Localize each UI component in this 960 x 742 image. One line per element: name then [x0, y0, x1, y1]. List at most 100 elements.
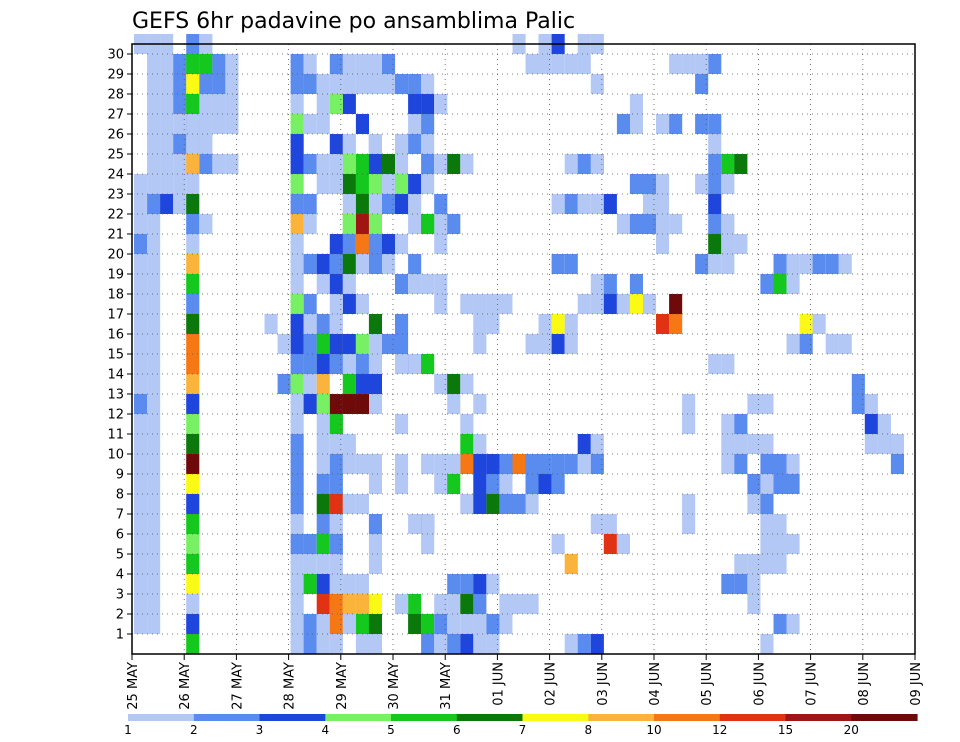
- heatmap-cell: [342, 214, 356, 234]
- heatmap-cell: [355, 74, 369, 94]
- heatmap-cell: [577, 634, 591, 654]
- heatmap-cell: [147, 554, 161, 574]
- heatmap-cell: [721, 154, 735, 174]
- heatmap-cell: [564, 554, 578, 574]
- heatmap-cell: [395, 474, 409, 494]
- heatmap-cell: [316, 534, 330, 554]
- heatmap-cell: [134, 314, 148, 334]
- x-tick-label: 31 MAY: [439, 662, 454, 710]
- heatmap-cell: [342, 94, 356, 114]
- heatmap-cell: [186, 54, 200, 74]
- heatmap-cell: [368, 254, 382, 274]
- heatmap-cell: [643, 194, 657, 214]
- heatmap-cell: [382, 54, 396, 74]
- heatmap-cell: [134, 234, 148, 254]
- heatmap-cell: [721, 454, 735, 474]
- heatmap-cell: [408, 214, 422, 234]
- heatmap-cell: [460, 434, 474, 454]
- heatmap-cell: [212, 154, 226, 174]
- heatmap-cell: [695, 254, 709, 274]
- heatmap-cell: [629, 294, 643, 314]
- heatmap-cell: [460, 494, 474, 514]
- colorbar-swatch: [588, 714, 655, 721]
- heatmap-cell: [577, 294, 591, 314]
- heatmap-cell: [890, 434, 904, 454]
- heatmap-cell: [303, 154, 317, 174]
- heatmap-cell: [421, 354, 435, 374]
- heatmap-cell: [773, 274, 787, 294]
- y-tick-label: 27: [107, 108, 124, 123]
- heatmap-cell: [786, 474, 800, 494]
- y-tick-label: 23: [107, 188, 124, 203]
- heatmap-cell: [434, 234, 448, 254]
- heatmap-cell: [447, 214, 461, 234]
- heatmap-cell: [877, 414, 891, 434]
- heatmap-cell: [342, 74, 356, 94]
- heatmap-cell: [512, 594, 526, 614]
- colorbar-swatch: [851, 714, 918, 721]
- heatmap-cell: [290, 234, 304, 254]
- y-tick-label: 13: [107, 388, 124, 403]
- heatmap-cell: [851, 374, 865, 394]
- heatmap-cell: [773, 614, 787, 634]
- heatmap-cell: [434, 614, 448, 634]
- heatmap-cell: [695, 54, 709, 74]
- heatmap-cell: [368, 74, 382, 94]
- heatmap-cell: [408, 274, 422, 294]
- heatmap-cell: [551, 474, 565, 494]
- heatmap-cell: [303, 294, 317, 314]
- heatmap-cell: [147, 514, 161, 534]
- heatmap-cell: [408, 174, 422, 194]
- heatmap-cell: [329, 134, 343, 154]
- heatmap-cell: [342, 134, 356, 154]
- heatmap-cell: [590, 514, 604, 534]
- heatmap-cell: [368, 454, 382, 474]
- heatmap-cell: [786, 254, 800, 274]
- heatmap-cell: [147, 454, 161, 474]
- heatmap-cell: [838, 254, 852, 274]
- heatmap-cell: [147, 394, 161, 414]
- heatmap-cell: [290, 294, 304, 314]
- heatmap-cell: [290, 54, 304, 74]
- heatmap-cell: [134, 494, 148, 514]
- heatmap-cell: [225, 94, 239, 114]
- heatmap-cell: [329, 334, 343, 354]
- heatmap-cell: [395, 74, 409, 94]
- heatmap-cell: [695, 74, 709, 94]
- heatmap-cell: [212, 114, 226, 134]
- heatmap-cell: [342, 194, 356, 214]
- heatmap-cell: [838, 334, 852, 354]
- x-tick-label: 08 JUN: [857, 662, 872, 706]
- heatmap-cell: [629, 94, 643, 114]
- heatmap-cell: [199, 214, 213, 234]
- heatmap-cell: [355, 574, 369, 594]
- heatmap-cell: [499, 474, 513, 494]
- heatmap-cell: [734, 434, 748, 454]
- heatmap-cell: [186, 174, 200, 194]
- y-tick-label: 6: [116, 528, 124, 543]
- heatmap-cell: [186, 554, 200, 574]
- heatmap-cell: [368, 154, 382, 174]
- heatmap-cell: [734, 234, 748, 254]
- heatmap-cell: [564, 634, 578, 654]
- heatmap-cell: [186, 534, 200, 554]
- heatmap-cell: [656, 234, 670, 254]
- heatmap-cell: [434, 594, 448, 614]
- heatmap-cell: [721, 254, 735, 274]
- heatmap-cell: [329, 554, 343, 574]
- heatmap-cell: [186, 414, 200, 434]
- heatmap-cell: [473, 634, 487, 654]
- heatmap-cell: [303, 314, 317, 334]
- heatmap-cell: [225, 154, 239, 174]
- heatmap-cell: [368, 554, 382, 574]
- colorbar-label: 8: [584, 723, 592, 737]
- heatmap-cell: [760, 434, 774, 454]
- heatmap-cell: [316, 614, 330, 634]
- heatmap-cell: [134, 534, 148, 554]
- heatmap-cell: [460, 294, 474, 314]
- heatmap-cell: [186, 194, 200, 214]
- heatmap-cell: [590, 194, 604, 214]
- heatmap-cell: [342, 494, 356, 514]
- y-tick-label: 12: [107, 408, 124, 423]
- heatmap-cell: [499, 454, 513, 474]
